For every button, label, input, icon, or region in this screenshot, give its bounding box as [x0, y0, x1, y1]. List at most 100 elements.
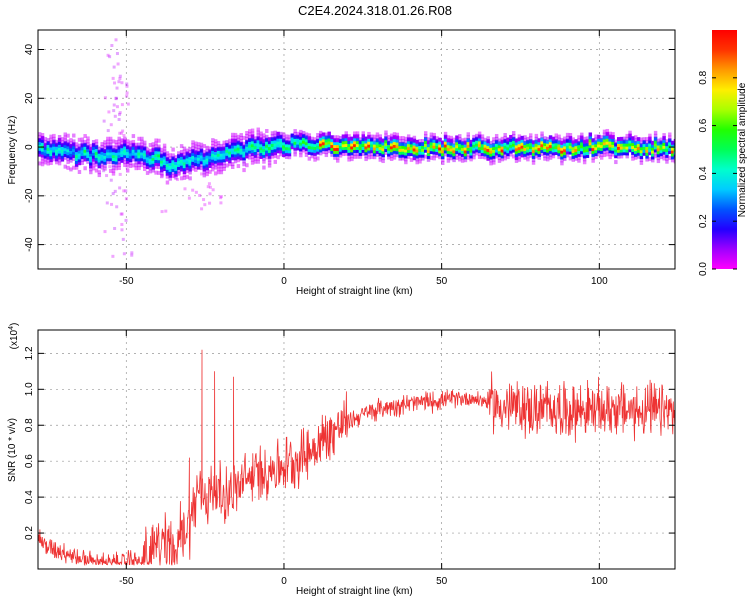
- spectrogram-cell: [310, 139, 314, 144]
- spectrogram-cell: [282, 153, 286, 158]
- spectrogram-cell: [40, 147, 45, 152]
- spectrogram-cell: [253, 153, 258, 158]
- spectrogram-cell: [520, 147, 524, 152]
- spectrogram-cell: [296, 137, 300, 142]
- spectrogram-cell: [284, 137, 289, 142]
- spectrogram-cell: [287, 143, 292, 148]
- spectrogram-cell: [446, 135, 451, 140]
- snr-multiplier-label: (x104): [8, 323, 20, 350]
- spectrogram-cell: [384, 133, 388, 138]
- spectrogram-cell: [668, 132, 672, 137]
- spectrogram-cell: [216, 152, 221, 157]
- spectrogram-cell: [642, 151, 646, 156]
- spectrogram-cell: [63, 164, 67, 169]
- spectrogram-cell: [111, 168, 116, 173]
- spectrogram-cell: [659, 143, 663, 148]
- spectrogram-cell: [432, 156, 436, 161]
- spectrogram-cell: [582, 142, 587, 147]
- spectrogram-cell: [347, 154, 351, 159]
- spectrogram-cell: [375, 152, 380, 157]
- spectrogram-cell: [333, 144, 337, 149]
- spectrogram-cell: [494, 139, 499, 144]
- spectrogram-cell: [66, 157, 70, 162]
- spectrogram-cell: [137, 151, 141, 156]
- spectrogram-cell: [548, 146, 553, 151]
- spectrogram-cell: [177, 160, 181, 165]
- spectrogram-cell: [557, 134, 561, 139]
- spectrogram-cell: [333, 141, 337, 146]
- spectrogram-cell: [463, 137, 468, 142]
- spectrogram-cell: [83, 134, 87, 139]
- spectrogram-cell: [194, 156, 198, 161]
- spectrogram-cell: [605, 128, 610, 133]
- spectrogram-cell: [571, 137, 576, 142]
- spectrogram-cell: [324, 132, 329, 137]
- spectrogram-cell: [259, 140, 263, 145]
- spectrogram-data: [38, 38, 675, 258]
- spectrogram-cell: [282, 147, 286, 152]
- spectrogram-cell: [548, 135, 553, 140]
- spectrogram-cell: [321, 135, 326, 140]
- spectrogram-cell: [103, 140, 107, 145]
- spectrogram-cell: [94, 142, 99, 147]
- spectrogram-cell: [236, 140, 241, 145]
- spectrogram-cell: [211, 158, 215, 163]
- spectrogram-cell: [191, 160, 195, 165]
- spectrogram-cell: [148, 151, 153, 156]
- spectrogram-cell: [265, 146, 269, 151]
- spectrogram-cell: [605, 137, 610, 142]
- spectrogram-cell: [554, 139, 558, 144]
- spectrogram-speckle: [112, 65, 116, 69]
- spectrogram-cell: [199, 154, 204, 159]
- spectrogram-cell: [639, 160, 644, 165]
- spectrogram-cell: [418, 141, 422, 146]
- spectrogram-cell: [571, 157, 576, 162]
- spectrogram-cell: [230, 156, 235, 161]
- spectrogram-cell: [106, 160, 110, 165]
- spectrogram-cell: [446, 152, 451, 157]
- spectrogram-cell: [460, 152, 465, 157]
- spectrogram-cell: [480, 143, 485, 148]
- spectrogram-cell: [639, 143, 644, 148]
- spectrogram-cell: [568, 133, 573, 138]
- spectrogram-cell: [616, 137, 621, 142]
- spectrogram-cell: [94, 150, 99, 155]
- spectrogram-cell: [432, 147, 436, 152]
- spectrogram-cell: [52, 157, 56, 162]
- spectrogram-cell: [103, 160, 107, 165]
- spectrogram-cell: [670, 143, 675, 148]
- spectrogram-cell: [528, 142, 533, 147]
- spectrogram-cell: [395, 141, 400, 146]
- spectrogram-cell: [415, 139, 419, 144]
- spectrogram-speckle: [206, 185, 210, 189]
- spectrogram-cell: [313, 151, 317, 156]
- spectrogram-cell: [301, 136, 306, 141]
- spectrogram-cell: [389, 142, 394, 147]
- spectrogram-cell: [378, 140, 383, 145]
- spectrogram-cell: [131, 148, 136, 153]
- spectrogram-cell: [49, 152, 53, 157]
- spectrogram-cell: [367, 152, 371, 157]
- spectrogram-cell: [89, 164, 93, 169]
- spectrogram-cell: [370, 134, 374, 139]
- spectrogram-cell: [350, 142, 354, 147]
- spectrogram-cell: [392, 149, 397, 154]
- spectrogram-cell: [225, 140, 229, 145]
- spectrogram-cell: [140, 151, 144, 156]
- spectrogram-cell: [236, 143, 241, 148]
- spectrogram-cell: [202, 173, 207, 178]
- spectrogram-cell: [165, 180, 170, 185]
- spectrogram-cell: [137, 148, 141, 153]
- spectrogram-cell: [415, 160, 419, 165]
- spectrogram-speckle: [219, 196, 223, 200]
- spectrogram-cell: [455, 153, 459, 158]
- spectrogram-speckle: [118, 74, 122, 78]
- snr-data: [38, 349, 675, 566]
- spectrogram-cell: [463, 140, 468, 145]
- spectrogram-cell: [605, 146, 610, 151]
- spectrogram-cell: [265, 155, 269, 160]
- spectrogram-cell: [492, 151, 496, 156]
- spectrogram-cell: [537, 152, 541, 157]
- spectrogram-cell: [551, 142, 556, 147]
- spectrogram-cell: [171, 173, 175, 178]
